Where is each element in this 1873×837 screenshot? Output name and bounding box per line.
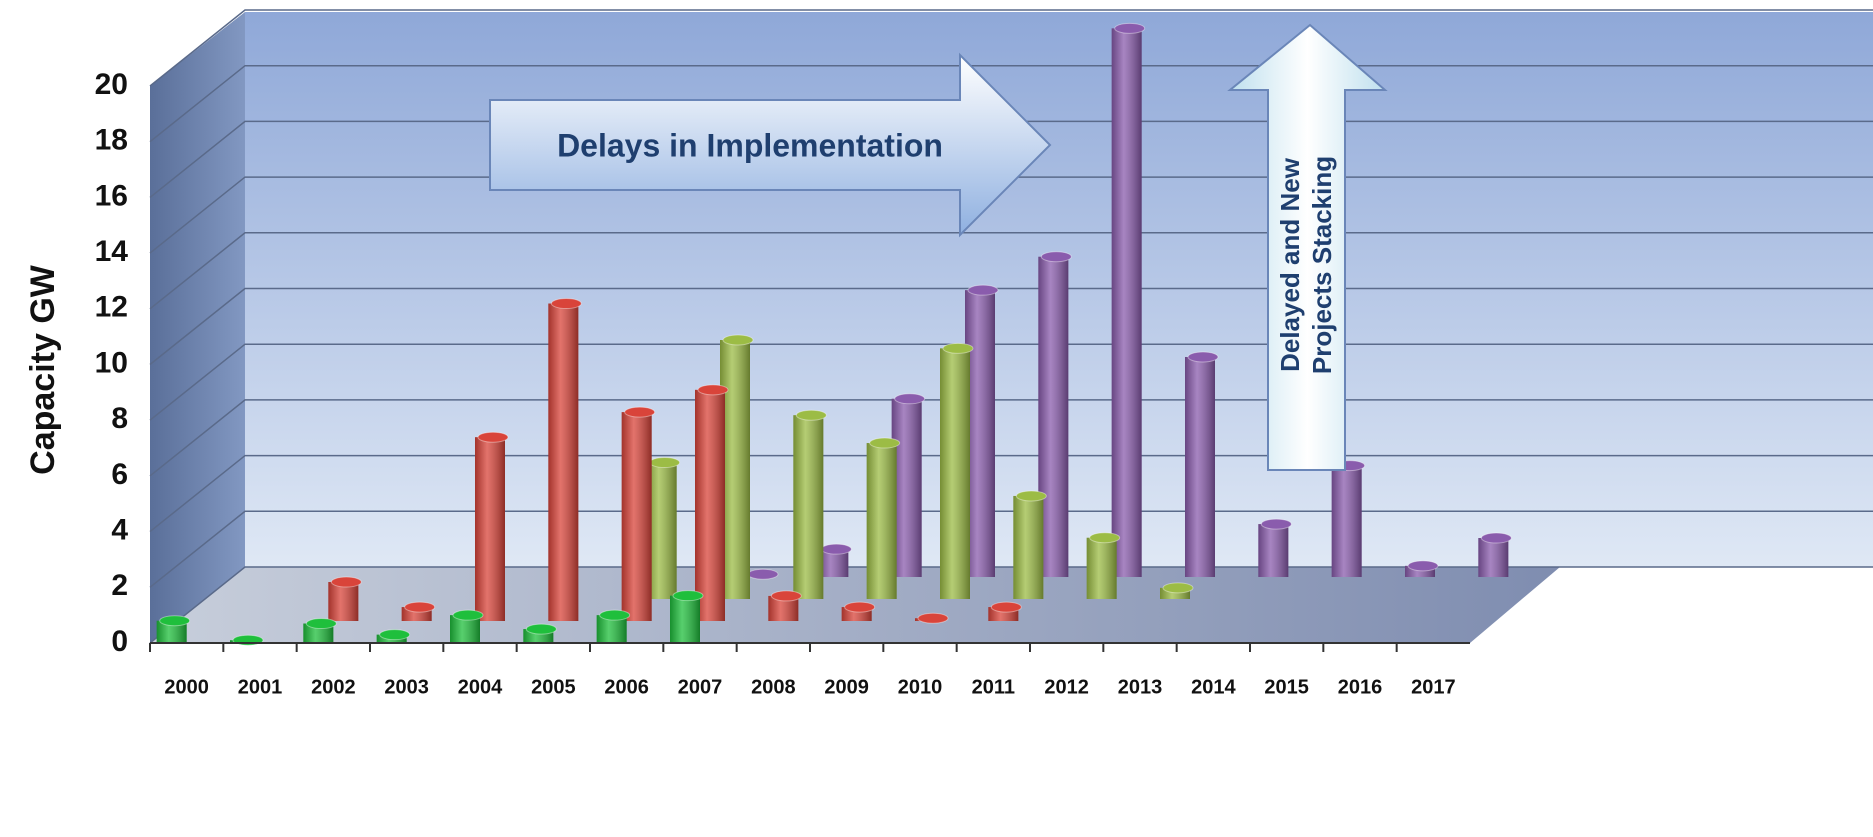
bar-cap [747,568,779,580]
y-tick-label: 8 [111,402,128,435]
grid-line [149,510,1873,588]
x-tick-label: 2000 [164,676,209,698]
bar-cap [697,384,729,396]
bar-cap [1162,582,1194,594]
x-tick-label: 2003 [384,676,429,698]
annotation: Delays in Implementation [557,127,943,163]
bar-cap [1480,532,1512,544]
bar-cap [649,457,681,469]
bar-shade [1013,495,1044,599]
bar-shade [866,443,897,599]
bar-cap [599,609,631,621]
x-tick-label: 2009 [824,676,869,698]
bar-shade [695,389,725,621]
bar-shade [303,623,334,643]
bar-cap [722,334,754,346]
bar-shade [1160,587,1190,599]
bar-cap [1089,532,1121,544]
bar-cap [159,615,191,627]
arrow [489,52,1052,238]
bar-shade [1478,538,1509,577]
bar-cap [820,543,852,555]
bar-shade [1405,565,1435,577]
bar-shade [1111,28,1142,578]
annotation: Projects Stacking [1307,156,1337,374]
grid-line [149,9,1873,87]
bar-cap [1260,518,1292,530]
y-tick-label: 10 [95,346,128,379]
bar-shade [475,437,505,621]
x-tick-label: 2006 [604,676,649,698]
arrow [1227,23,1388,471]
x-tick-label: 2008 [751,676,796,698]
bar-cap [1040,251,1072,263]
x-tick-label: 2016 [1338,676,1383,698]
bar-cap [550,298,582,310]
y-tick-label: 12 [95,291,128,324]
bar-shade [670,595,700,643]
x-tick-label: 2004 [458,676,503,698]
x-tick-label: 2001 [238,676,283,698]
delays-arrow: Delays in Implementation [489,52,1052,238]
y-tick-label: 18 [95,124,128,157]
x-tick-label: 2017 [1411,676,1456,698]
bar-shade [1258,524,1289,577]
x-tick-label: 2011 [972,676,1015,698]
bar-cap [917,612,949,624]
bar-shade [1038,256,1069,577]
bar-cap [942,342,974,354]
side-wall [150,12,245,643]
x-tick-label: 2014 [1191,676,1236,698]
y-tick-label: 14 [95,235,129,268]
x-tick-label: 2012 [1044,676,1089,698]
bar-cap [795,409,827,421]
bar-cap [894,393,926,405]
bar-cap [330,576,362,588]
bar-cap [967,284,999,296]
bar-shade [1086,537,1117,599]
x-tick-label: 2015 [1264,676,1309,698]
bar-cap [477,431,509,443]
y-tick-label: 2 [111,569,128,602]
bar-cap [844,601,876,613]
bars [156,22,1512,646]
bar-cap [1187,351,1219,363]
bar-shade [328,582,359,621]
bar-cap [672,590,704,602]
x-tick-label: 2010 [898,676,943,698]
bar-shade [156,620,187,643]
bar-cap [1114,22,1146,34]
y-tick-label: 20 [95,68,128,101]
bar-cap [990,601,1022,613]
bar-cap [404,601,436,613]
bar-shade [940,348,970,599]
y-tick-label: 4 [111,514,128,547]
bar-cap [1015,490,1047,502]
x-tick-label: 2007 [678,676,723,698]
stacking-arrow: Delayed and New Projects Stacking [1227,23,1388,471]
y-tick-label: 0 [111,625,128,658]
bar-shade [548,303,579,621]
bar-cap [1407,560,1439,572]
bar-cap [305,618,337,630]
x-tick-label: 2002 [311,676,356,698]
y-tick-label: 16 [95,179,128,212]
bar-cap [869,437,901,449]
bar-cap [525,623,557,635]
y-axis-label: Capacity GW [24,264,62,475]
bar-shade [1185,356,1215,577]
bar-cap [452,609,484,621]
bar-shade [1331,465,1362,577]
annotation: Delayed and New [1275,157,1305,372]
y-tick-label: 6 [111,458,128,491]
bar-cap [624,406,656,418]
bar-cap [770,590,802,602]
bar-shade [621,412,652,621]
x-tick-label: 2005 [531,676,576,698]
x-tick-label: 2013 [1118,676,1163,698]
bar-shade [793,415,824,599]
bar-cap [379,629,411,641]
